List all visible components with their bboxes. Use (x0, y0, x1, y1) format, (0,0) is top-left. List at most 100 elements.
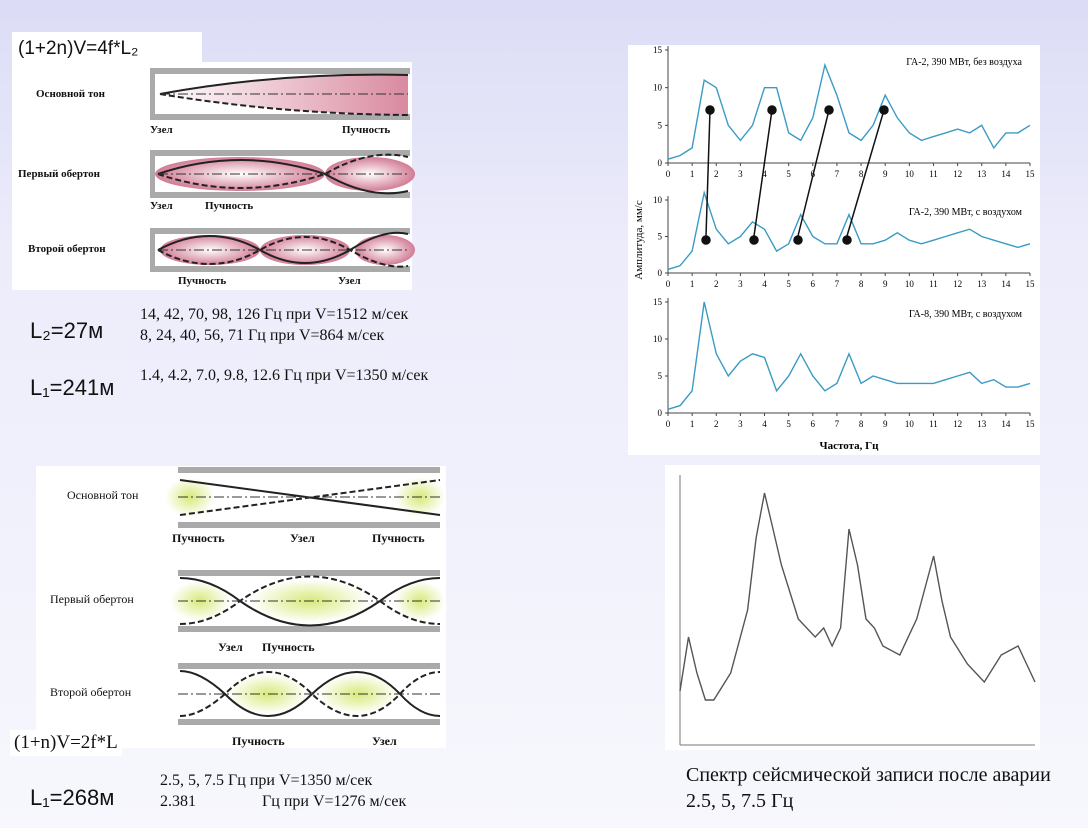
pipe (170, 570, 445, 632)
pipe (165, 467, 445, 528)
x-tick-label: 8 (859, 419, 864, 429)
x-tick-label: 7 (835, 169, 840, 179)
diagram-label: Узел (150, 200, 173, 212)
diagram-label: Второй обертон (28, 243, 106, 255)
x-tick-label: 13 (977, 279, 987, 289)
x-tick-label: 5 (786, 169, 791, 179)
formula: (1+2n)V=4f*L₂ (18, 38, 139, 59)
pipe (178, 663, 441, 725)
diagram-label: Второй обертон (50, 685, 132, 699)
y-tick-label: 10 (653, 83, 663, 93)
x-tick-label: 4 (762, 419, 767, 429)
x-tick-label: 4 (762, 169, 767, 179)
text-line: 2.5, 5, 7.5 Гц при V=1350 м/сек (160, 772, 373, 789)
x-tick-label: 9 (883, 169, 888, 179)
x-tick-label: 1 (690, 169, 695, 179)
seismic-box (665, 465, 1040, 750)
caption: Спектр сейсмической записи после аварии … (686, 764, 1051, 812)
x-tick-label: 1 (690, 419, 695, 429)
diagram-label: Пучность (172, 531, 225, 545)
diagram-label: Узел (290, 531, 315, 545)
x-tick-label: 11 (929, 279, 938, 289)
x-tick-label: 1 (690, 279, 695, 289)
y-tick-label: 5 (658, 232, 663, 242)
x-tick-label: 2 (714, 279, 719, 289)
x-tick-label: 14 (1001, 169, 1011, 179)
x-tick-label: 8 (859, 279, 864, 289)
text-line: 8, 24, 40, 56, 71 Гц при V=864 м/сек (140, 327, 385, 344)
panel-title: ГА-2, 390 МВт, без воздуха (906, 57, 1022, 68)
diagram-label: Узел (150, 124, 173, 136)
x-tick-label: 13 (977, 169, 987, 179)
x-tick-label: 14 (1001, 279, 1011, 289)
y-tick-label: 0 (658, 408, 663, 418)
spectrum-box (628, 45, 1040, 455)
x-tick-label: 3 (738, 169, 743, 179)
x-tick-label: 11 (929, 169, 938, 179)
formula-box (12, 32, 202, 64)
diagram-label: Пучность (342, 124, 391, 136)
x-tick-label: 9 (883, 419, 888, 429)
x-tick-label: 15 (1026, 419, 1036, 429)
x-tick-label: 5 (786, 419, 791, 429)
y-tick-label: 15 (653, 45, 663, 55)
x-axis-label: Частота, Гц (820, 440, 880, 452)
pipe (150, 68, 410, 120)
x-tick-label: 0 (666, 419, 671, 429)
x-tick-label: 12 (953, 419, 962, 429)
diagram-label: Основной тон (36, 88, 105, 100)
diagram-label: Первый обертон (50, 592, 134, 606)
pipe (150, 150, 415, 198)
x-tick-label: 10 (905, 169, 915, 179)
x-tick-label: 8 (859, 169, 864, 179)
x-tick-label: 7 (835, 279, 840, 289)
y-tick-label: 5 (658, 120, 663, 130)
panel-title: ГА-8, 390 МВт, с воздухом (909, 309, 1023, 320)
y-tick-label: 5 (658, 371, 663, 381)
diagram-label: Основной тон (67, 488, 139, 502)
x-tick-label: 2 (714, 169, 719, 179)
x-tick-label: 0 (666, 169, 671, 179)
x-tick-label: 3 (738, 419, 743, 429)
x-tick-label: 10 (905, 279, 915, 289)
x-tick-label: 13 (977, 419, 987, 429)
y-tick-label: 10 (653, 334, 663, 344)
formula: (1+n)V=2f*L (10, 730, 122, 756)
x-tick-label: 12 (953, 279, 962, 289)
x-tick-label: 12 (953, 169, 962, 179)
pipe (150, 228, 415, 272)
length-label: L₁=241м (30, 375, 115, 400)
data-line (667, 301, 1031, 410)
x-tick-label: 2 (714, 419, 719, 429)
x-tick-label: 5 (786, 279, 791, 289)
x-tick-label: 10 (905, 419, 915, 429)
y-tick-label: 15 (653, 297, 663, 307)
x-tick-label: 4 (762, 279, 767, 289)
x-tick-label: 9 (883, 279, 888, 289)
panel-title: ГА-2, 390 МВт, с воздухом (909, 207, 1023, 218)
arrows (701, 105, 889, 245)
diagram-label: Узел (338, 275, 361, 287)
diagram-label: Пучность (232, 734, 285, 748)
diagram-label: Узел (372, 734, 397, 748)
diagram-label: Пучность (205, 200, 254, 212)
data-line (667, 190, 1031, 271)
text-line: 14, 42, 70, 98, 126 Гц при V=1512 м/сек (140, 306, 409, 323)
length-label: L₁=268м (30, 785, 115, 810)
x-tick-label: 14 (1001, 419, 1011, 429)
y-tick-label: 10 (653, 195, 663, 205)
text-line: 1.4, 4.2, 7.0, 9.8, 12.6 Гц при V=1350 м… (140, 367, 429, 384)
data-line (667, 62, 1031, 160)
diagram-label: Пучность (372, 531, 425, 545)
diagram-label: Первый обертон (18, 168, 100, 180)
y-tick-label: 0 (658, 158, 663, 168)
length-label: L₂=27м (30, 318, 104, 343)
x-tick-label: 6 (811, 419, 816, 429)
x-tick-label: 15 (1026, 169, 1036, 179)
x-tick-label: 7 (835, 419, 840, 429)
x-tick-label: 15 (1026, 279, 1036, 289)
x-tick-label: 11 (929, 419, 938, 429)
